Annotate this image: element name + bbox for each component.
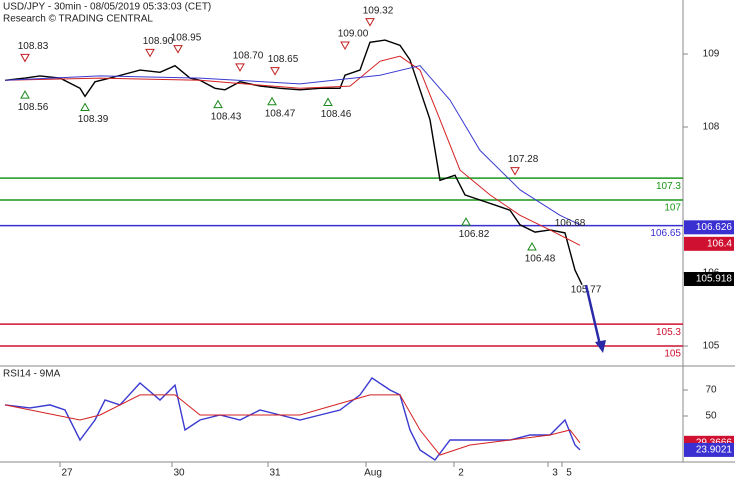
low-marker (461, 217, 471, 226)
y-tick-label: 105 (703, 341, 720, 352)
high-label: 109.00 (338, 29, 369, 40)
projection-arrow (584, 284, 606, 353)
high-marker (510, 167, 520, 176)
series-line (4, 377, 581, 461)
high-label: 109.32 (363, 5, 394, 16)
x-tick-label: 2 (458, 468, 464, 479)
price-tag-label: 105.918 (696, 274, 733, 285)
low-marker (527, 241, 537, 251)
low-marker (213, 99, 223, 109)
high-marker (145, 48, 155, 58)
low-marker (80, 102, 90, 112)
high-label: 108.95 (171, 32, 202, 43)
chart-subtitle: Research © TRADING CENTRAL (3, 14, 153, 25)
price-tag-label: 106.626 (696, 222, 733, 233)
x-tick-label: 30 (173, 468, 185, 479)
y-tick-label: 109 (703, 49, 720, 60)
y-tick-label: 50 (705, 411, 717, 422)
high-label: 108.70 (233, 51, 264, 62)
price-tag (684, 220, 734, 235)
high-marker (365, 18, 375, 27)
price-tag (684, 272, 734, 287)
x-tick-label: 5 (566, 468, 572, 479)
price-tag-label: 23.9021 (696, 445, 733, 456)
level-label: 106.65 (650, 228, 681, 239)
x-tick-label: 3 (552, 468, 558, 479)
price-tag-label: 106.4 (707, 238, 732, 249)
high-label: 108.65 (268, 54, 299, 65)
rsi-title: RSI14 - 9MA (3, 369, 61, 380)
low-label: 108.47 (265, 108, 296, 119)
level-label: 105 (664, 349, 681, 360)
low-label: 106.82 (459, 229, 490, 240)
low-label: 108.39 (78, 114, 109, 125)
low-marker (323, 97, 333, 106)
level-label: 107.3 (656, 181, 681, 192)
high-marker (340, 41, 350, 51)
high-marker (173, 45, 183, 54)
price-label: 106.68 (555, 218, 586, 229)
level-label: 105.3 (656, 327, 681, 338)
high-marker (270, 67, 280, 76)
low-label: 108.46 (321, 109, 352, 120)
level-label: 107 (664, 203, 681, 214)
series-line (4, 65, 581, 226)
price-tag (684, 442, 734, 457)
x-tick-label: Aug (364, 468, 382, 479)
low-marker (20, 90, 30, 99)
x-tick-label: 27 (61, 468, 73, 479)
high-marker (235, 63, 245, 72)
high-label: 107.28 (508, 154, 539, 165)
low-marker (267, 96, 277, 106)
series-line (4, 394, 581, 456)
high-label: 108.83 (18, 41, 49, 52)
low-label: 106.48 (525, 254, 556, 265)
series-line (4, 39, 583, 286)
price-tag (684, 236, 734, 251)
chart-title: USD/JPY - 30min - 08/05/2019 05:33:03 (C… (3, 2, 211, 13)
x-tick-label: 31 (269, 468, 281, 479)
low-label: 108.43 (211, 111, 242, 122)
y-tick-label: 108 (703, 122, 720, 133)
y-tick-label: 70 (705, 385, 717, 396)
low-label: 108.56 (18, 102, 49, 113)
series-line (4, 55, 581, 246)
high-label: 108.90 (143, 36, 174, 47)
high-marker (20, 53, 30, 63)
